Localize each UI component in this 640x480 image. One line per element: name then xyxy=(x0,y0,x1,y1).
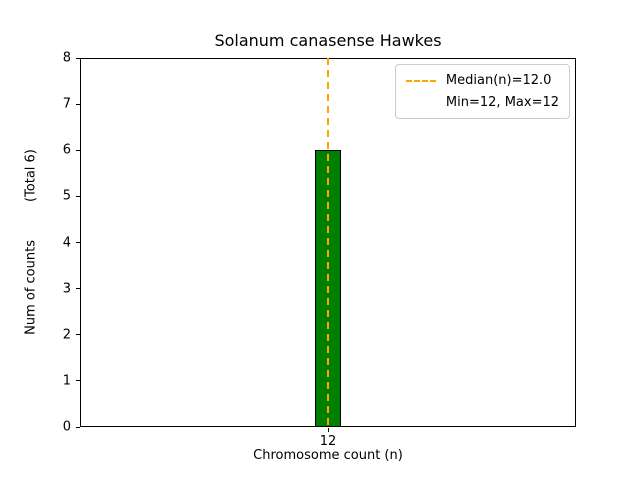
y-tick-mark xyxy=(76,380,80,382)
y-tick-mark xyxy=(76,103,80,105)
y-tick-label: 3 xyxy=(62,281,71,297)
y-tick-mark xyxy=(76,149,80,151)
y-tick-label: 7 xyxy=(62,96,71,112)
y-tick-label: 1 xyxy=(62,373,71,389)
median-dashed-line-sample xyxy=(405,79,436,82)
chart-title: Solanum canasense Hawkes xyxy=(214,31,442,50)
x-tick-label: 12 xyxy=(319,434,337,449)
y-tick-label: 4 xyxy=(62,235,71,250)
y-tick-mark xyxy=(76,334,80,336)
x-tick-mark xyxy=(327,428,329,432)
legend-entry-minmax: Min=12, Max=12 xyxy=(406,94,559,111)
y-tick-label: 2 xyxy=(62,327,71,343)
y-tick-label: 0 xyxy=(62,419,71,435)
y-tick-label: 6 xyxy=(62,142,71,158)
y-tick-label: 8 xyxy=(62,50,71,66)
legend-entry-median: Median(n)=12.0 xyxy=(405,72,559,89)
y-tick-mark xyxy=(76,288,80,290)
legend-label-minmax: Min=12, Max=12 xyxy=(445,95,559,110)
y-tick-mark xyxy=(76,242,80,243)
x-axis-label: Chromosome count (n) xyxy=(253,448,403,463)
y-tick-mark xyxy=(76,195,80,197)
y-tick-mark xyxy=(76,57,80,59)
y-tick-label: 5 xyxy=(62,188,71,204)
legend-label-median: Median(n)=12.0 xyxy=(445,73,552,88)
median-line xyxy=(327,58,329,427)
y-tick-mark xyxy=(76,426,80,428)
legend: Median(n)=12.0 Min=12, Max=12 xyxy=(394,64,570,119)
